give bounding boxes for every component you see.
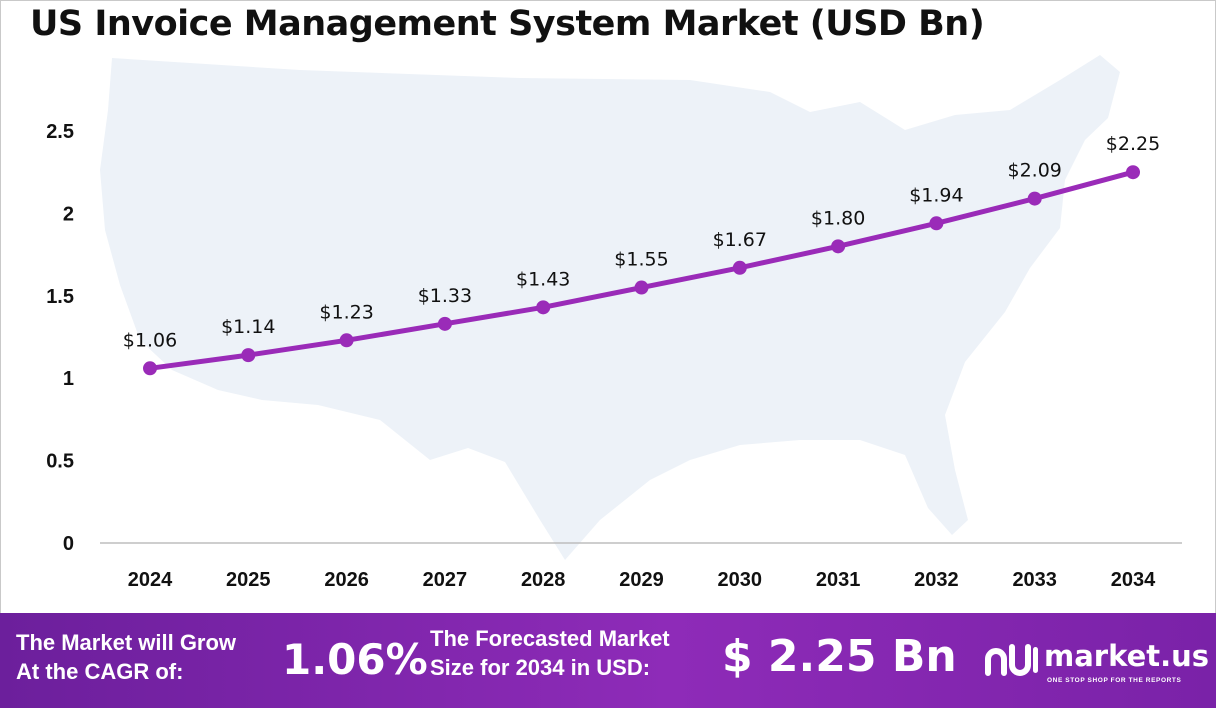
cagr-caption: The Market will Grow At the CAGR of: [16,628,286,686]
market-us-logo: market.us ONE STOP SHOP FOR THE REPORTS [984,639,1210,691]
data-label: $1.23 [319,301,373,323]
cagr-caption-line1: The Market will Grow [16,630,237,655]
line-chart: 0 0.5 1 1.5 2 2.5 2024 2025 2026 2027 2028 2029 203… [46,55,1182,591]
logo-tagline: ONE STOP SHOP FOR THE REPORTS [1047,677,1182,684]
y-tick-label: 0 [63,533,74,555]
x-tick-label: 2024 [128,569,173,591]
data-point-marker [634,280,649,295]
forecast-caption: The Forecasted Market Size for 2034 in U… [430,624,730,682]
x-tick-label: 2032 [914,569,959,591]
forecast-caption-line2: Size for 2034 in USD: [430,655,651,680]
cagr-caption-line2: At the CAGR of: [16,659,184,684]
data-point-marker [831,239,846,254]
market-us-logo-icon [985,644,1038,676]
chart-title: US Invoice Management System Market (USD… [30,4,985,44]
data-point-marker [339,333,354,348]
data-label: $1.06 [123,329,177,351]
logo-brand: market.us [1044,639,1210,673]
data-point-marker [732,260,747,275]
data-point-marker [536,300,551,315]
x-tick-label: 2026 [324,569,369,591]
data-label: $1.80 [811,207,865,229]
x-tick-label: 2025 [226,569,271,591]
x-tick-label: 2034 [1111,569,1156,591]
data-label: $2.25 [1106,133,1160,155]
x-tick-label: 2029 [619,569,664,591]
us-map-background [100,55,1120,560]
x-tick-label: 2027 [423,569,468,591]
forecast-size-value: $ 2.25 Bn [722,631,957,682]
data-point-marker [1126,165,1140,180]
data-point-marker [437,316,452,331]
data-point-marker [929,216,944,231]
x-tick-label: 2028 [521,569,566,591]
data-label: $1.14 [221,316,275,338]
x-tick-label: 2031 [816,569,861,591]
data-label: $1.94 [909,184,963,206]
data-label: $1.55 [614,249,668,271]
data-label: $1.33 [418,285,472,307]
y-tick-label: 2 [63,203,74,225]
y-tick-label: 2.5 [46,121,74,143]
x-tick-label: 2030 [718,569,763,591]
data-point-marker [143,361,157,376]
y-tick-label: 1.5 [46,286,74,308]
data-label: $2.09 [1007,160,1061,182]
data-point-marker [241,348,256,363]
footer-banner: The Market will Grow At the CAGR of: 1.0… [0,613,1216,708]
y-tick-label: 1 [63,368,74,390]
data-label: $1.43 [516,268,570,290]
cagr-value: 1.06% [282,635,428,684]
data-label: $1.67 [713,229,767,251]
data-point-marker [1027,191,1042,206]
x-tick-label: 2033 [1012,569,1057,591]
forecast-caption-line1: The Forecasted Market [430,626,670,651]
y-tick-label: 0.5 [46,451,74,473]
